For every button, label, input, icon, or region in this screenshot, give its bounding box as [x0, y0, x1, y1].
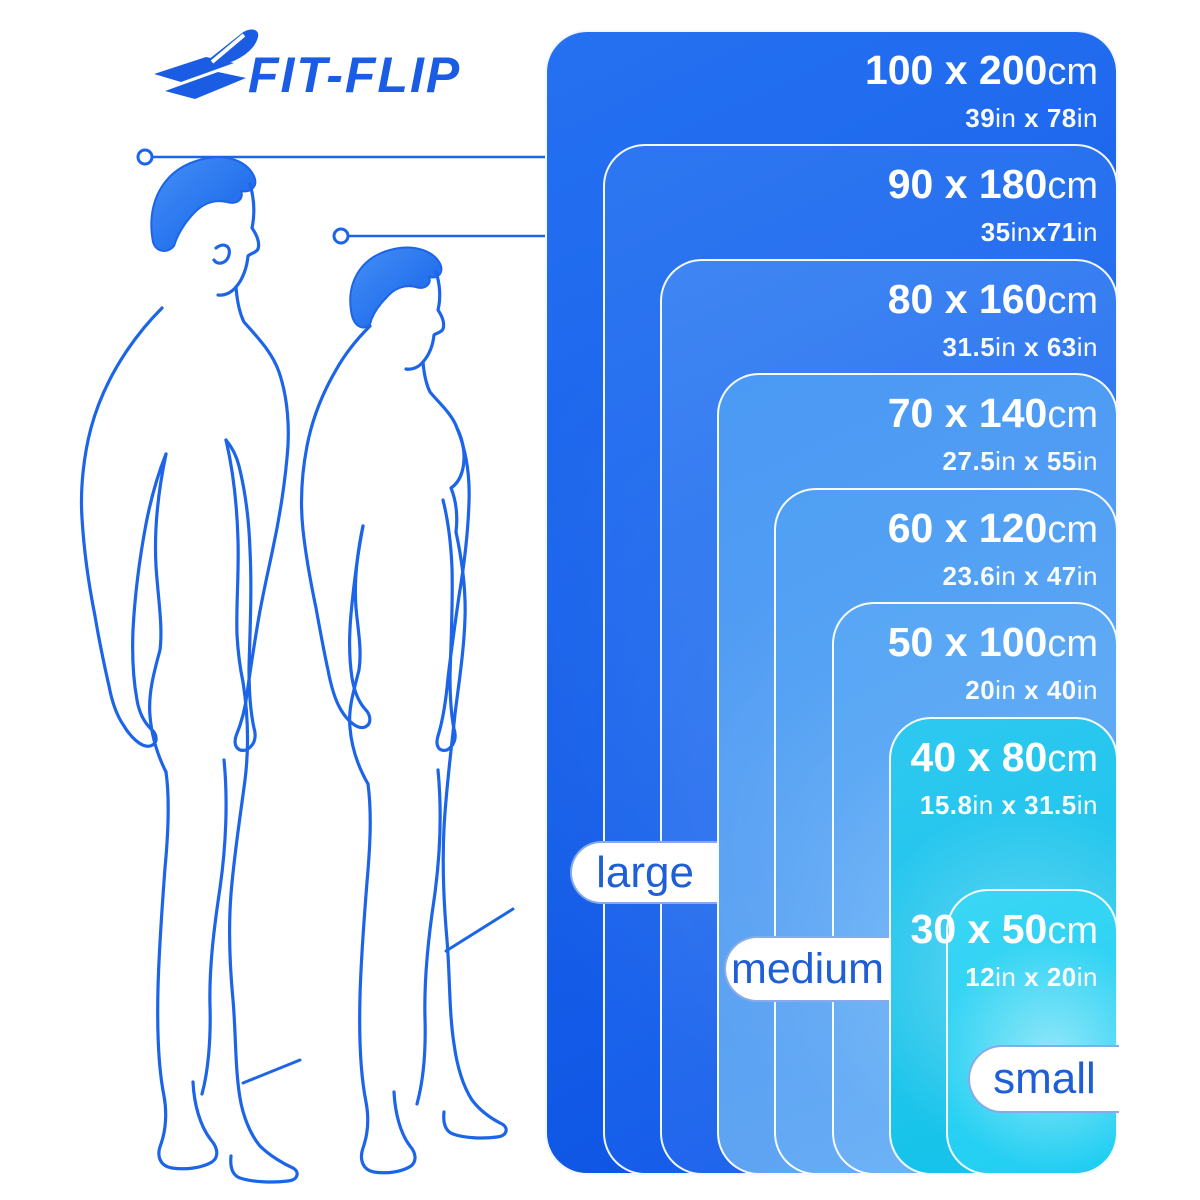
- man-silhouette: [79, 156, 299, 1184]
- size-cm-unit: cm: [1047, 623, 1098, 665]
- size-label: 50 x 100cm 20in x 40in: [888, 618, 1098, 705]
- size-inches-label: 15.8in x 31.5in: [919, 790, 1098, 820]
- size-inches-label: 39in x 78in: [965, 103, 1098, 133]
- size-cm-label: 50 x 100cm: [888, 618, 1098, 668]
- pointer-line-lower: [241, 1058, 302, 1085]
- size-cm-label: 80 x 160cm: [888, 275, 1098, 325]
- size-inches-label: 27.5in x 55in: [942, 446, 1098, 476]
- size-cm-unit: cm: [1047, 509, 1098, 551]
- size-cm-label: 30 x 50cm: [911, 905, 1098, 955]
- badge-small: small: [968, 1045, 1119, 1113]
- size-cm-value: 30 x 50: [910, 906, 1048, 952]
- size-cm-unit: cm: [1047, 910, 1098, 952]
- size-label: 80 x 160cm 31.5in x 63in: [888, 275, 1098, 362]
- size-inches-label: 31.5in x 63in: [942, 332, 1098, 362]
- size-cm-value: 70 x 140: [887, 390, 1048, 436]
- woman-silhouette: [299, 246, 508, 1175]
- size-cm-unit: cm: [1047, 51, 1098, 93]
- size-cm-label: 90 x 180cm: [888, 160, 1098, 210]
- size-label: 90 x 180cm 35inx71in: [888, 160, 1098, 247]
- badge-medium: medium: [724, 936, 889, 1002]
- size-label: 100 x 200cm 39in x 78in: [865, 46, 1098, 133]
- size-cm-value: 80 x 160: [887, 276, 1048, 322]
- fit-flip-logo-icon: [154, 29, 259, 99]
- size-inches-label: 35inx71in: [980, 217, 1098, 247]
- woman-hair: [349, 246, 443, 329]
- fit-flip-logo: FIT-FLIP: [118, 16, 538, 112]
- pointer-line-upper: [444, 907, 515, 953]
- size-cm-unit: cm: [1047, 165, 1098, 207]
- size-cm-unit: cm: [1047, 738, 1098, 780]
- size-label: 40 x 80cm 15.8in x 31.5in: [911, 733, 1098, 820]
- badge-large: large: [570, 841, 718, 904]
- size-label: 70 x 140cm 27.5in x 55in: [888, 389, 1098, 476]
- size-cm-unit: cm: [1047, 280, 1098, 322]
- size-cm-value: 40 x 80: [910, 734, 1048, 780]
- size-cm-value: 50 x 100: [887, 619, 1048, 665]
- size-cm-value: 100 x 200: [864, 47, 1048, 93]
- woman-height-leader: [332, 227, 547, 245]
- man-hair: [150, 156, 257, 252]
- brand-wordmark: FIT-FLIP: [248, 47, 462, 103]
- size-cm-value: 90 x 180: [887, 161, 1048, 207]
- size-label: 60 x 120cm 23.6in x 47in: [888, 504, 1098, 591]
- towel-rect-30x50: 30 x 50cm 12in x 20in: [911, 889, 1118, 1175]
- size-label: 30 x 50cm 12in x 20in: [911, 905, 1098, 992]
- size-cm-unit: cm: [1047, 394, 1098, 436]
- size-cm-label: 40 x 80cm: [911, 733, 1098, 783]
- size-cm-label: 100 x 200cm: [865, 46, 1098, 96]
- size-inches-label: 20in x 40in: [965, 675, 1098, 705]
- size-cm-label: 60 x 120cm: [888, 504, 1098, 554]
- size-cm-value: 60 x 120: [887, 505, 1048, 551]
- size-inches-label: 23.6in x 47in: [942, 561, 1098, 591]
- size-cm-label: 70 x 140cm: [888, 389, 1098, 439]
- size-inches-label: 12in x 20in: [965, 962, 1098, 992]
